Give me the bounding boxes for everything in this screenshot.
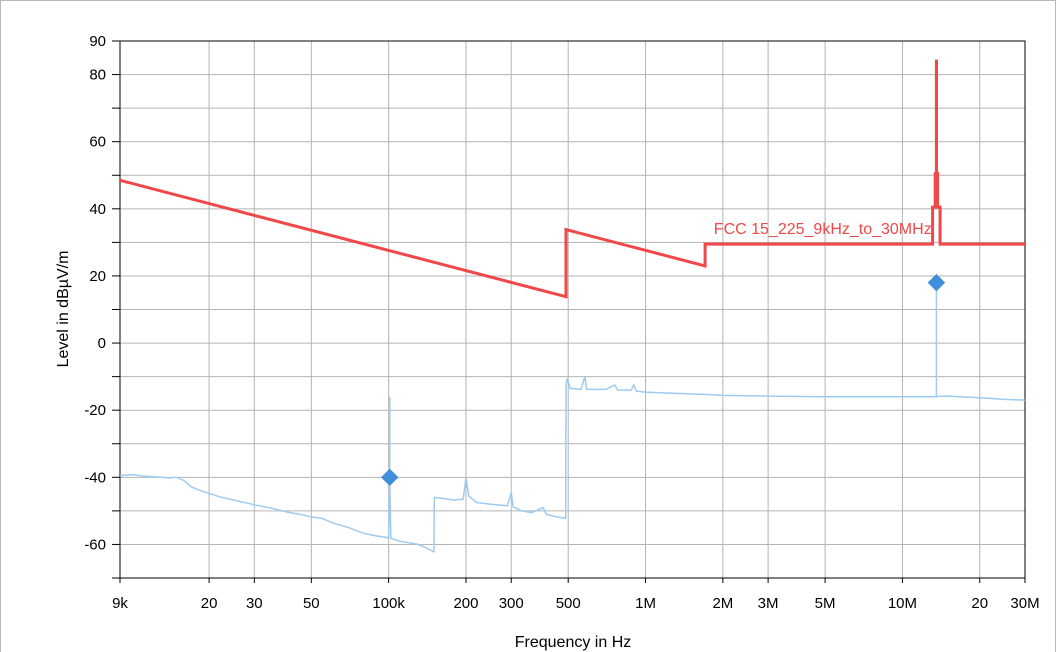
x-tick-label: 1M: [635, 595, 656, 612]
limit-line-label: FCC 15_225_9kHz_to_30MHz: [714, 221, 932, 238]
markers: [381, 273, 946, 487]
y-tick-label: -20: [84, 402, 106, 419]
x-tick-label: 50: [303, 595, 320, 612]
y-tick-label: 40: [89, 201, 106, 218]
y-tick-label: -60: [84, 536, 106, 553]
x-tick-label: 10M: [888, 595, 917, 612]
x-tick-label: 2M: [712, 595, 733, 612]
x-tick-label: 20: [971, 595, 988, 612]
x-tick-label: 5M: [815, 595, 836, 612]
peak-marker: [381, 468, 399, 487]
annotations: FCC 15_225_9kHz_to_30MHz: [714, 221, 932, 238]
y-axis-ticks: 90 80 60 40 20 0 -20 -40 -60: [84, 33, 120, 579]
peak-marker: [927, 273, 946, 292]
x-axis-ticks: 9k 20 30 50 100k 200 300 500 1M 2M 3M 5M 10M 20 30M: [112, 578, 1040, 612]
x-tick-label: 20: [201, 595, 218, 612]
y-tick-label: -40: [84, 469, 106, 486]
y-tick-label: 80: [89, 67, 106, 84]
x-tick-label: 200: [453, 595, 478, 612]
x-tick-label: 500: [556, 595, 581, 612]
x-tick-label: 100k: [372, 595, 405, 612]
limit-line: [119, 59, 1025, 299]
y-axis-label: Level in dBµV/m: [55, 251, 72, 368]
y-tick-label: 20: [89, 268, 106, 285]
measurement-trace: [119, 376, 1026, 553]
series: [119, 59, 1026, 553]
x-tick-label: 30M: [1010, 595, 1039, 612]
x-tick-label: 300: [499, 595, 524, 612]
grid: [119, 40, 1026, 579]
x-axis-label: Frequency in Hz: [515, 634, 632, 651]
x-tick-label: 3M: [758, 595, 779, 612]
y-tick-label: 0: [98, 335, 106, 352]
y-tick-label: 60: [89, 134, 106, 151]
x-tick-label: 9k: [112, 595, 128, 612]
x-tick-label: 30: [246, 595, 263, 612]
y-tick-label: 90: [89, 33, 106, 50]
